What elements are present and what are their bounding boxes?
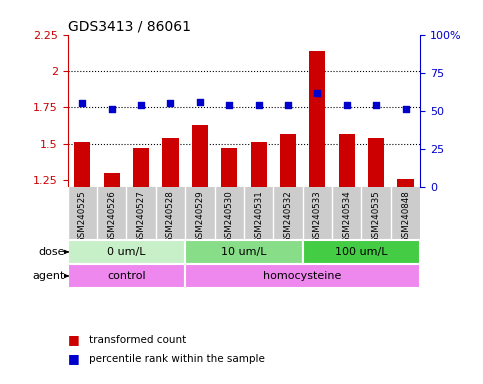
Text: GSM240534: GSM240534	[342, 190, 351, 243]
Text: GSM240529: GSM240529	[195, 190, 204, 243]
Bar	[185, 264, 420, 288]
Text: GDS3413 / 86061: GDS3413 / 86061	[68, 20, 191, 33]
Text: ■: ■	[68, 333, 79, 346]
Text: GSM240848: GSM240848	[401, 190, 410, 243]
Bar	[192, 125, 208, 187]
Bar	[185, 240, 303, 264]
Point	[402, 106, 410, 113]
Text: GSM240527: GSM240527	[137, 190, 145, 243]
Bar	[339, 134, 355, 187]
Text: GSM240528: GSM240528	[166, 190, 175, 243]
Text: GSM240525: GSM240525	[78, 190, 87, 243]
Text: GSM240533: GSM240533	[313, 190, 322, 243]
Bar	[221, 148, 237, 187]
Bar	[303, 240, 420, 264]
Text: GSM240530: GSM240530	[225, 190, 234, 243]
Text: GSM240532: GSM240532	[284, 190, 293, 243]
Bar	[68, 240, 185, 264]
Bar	[280, 134, 296, 187]
Bar	[133, 148, 149, 187]
Point	[78, 100, 86, 106]
Text: control: control	[107, 271, 146, 281]
Point	[196, 99, 204, 105]
Text: GSM240526: GSM240526	[107, 190, 116, 243]
Point	[284, 102, 292, 108]
Text: homocysteine: homocysteine	[264, 271, 342, 281]
Bar	[68, 264, 185, 288]
Point	[255, 102, 262, 108]
Text: GSM240535: GSM240535	[371, 190, 381, 243]
Text: dose: dose	[38, 247, 65, 257]
Point	[167, 100, 174, 106]
Bar	[309, 51, 326, 187]
Bar	[368, 138, 384, 187]
Point	[372, 102, 380, 108]
Text: transformed count: transformed count	[89, 335, 186, 345]
Bar	[104, 173, 120, 187]
Bar	[162, 138, 179, 187]
Point	[343, 102, 351, 108]
Point	[137, 102, 145, 108]
Point	[226, 102, 233, 108]
Text: 10 um/L: 10 um/L	[221, 247, 267, 257]
Bar	[74, 142, 90, 187]
Bar	[398, 179, 413, 187]
Text: percentile rank within the sample: percentile rank within the sample	[89, 354, 265, 364]
Text: GSM240531: GSM240531	[254, 190, 263, 243]
Text: 0 um/L: 0 um/L	[107, 247, 146, 257]
Point	[313, 89, 321, 96]
Bar	[251, 142, 267, 187]
Text: agent: agent	[32, 271, 65, 281]
Point	[108, 106, 115, 113]
Text: 100 um/L: 100 um/L	[335, 247, 388, 257]
Text: ■: ■	[68, 353, 79, 366]
